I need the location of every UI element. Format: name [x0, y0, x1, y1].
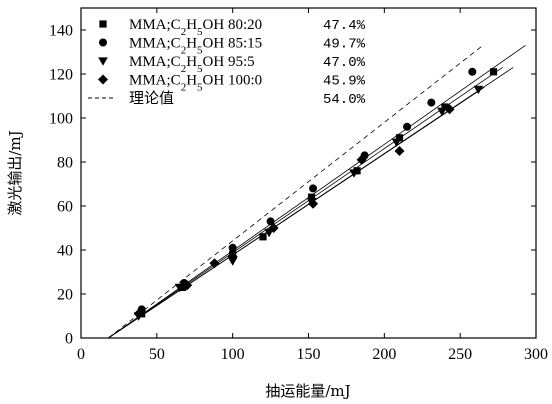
x-axis-title: 抽运能量/mJ: [265, 382, 350, 400]
data-point-s2-9: [468, 67, 477, 76]
legend: MMA;C2H5OH 80:20 47.4% MMA;C2H5OH 85:15 49.…: [88, 17, 366, 108]
fit-line-1: [108, 67, 503, 339]
data-point-s4-2: [182, 280, 193, 291]
legend-marker-triangle-down: [98, 57, 108, 66]
legend-label: MMA;C2H5OH 100:0: [129, 73, 262, 94]
data-point-s4-4: [227, 251, 238, 262]
legend-label: MMA;C2H5OH 85:15: [129, 36, 262, 57]
x-tick-label: 300: [524, 346, 548, 363]
x-tick-label: 200: [372, 346, 396, 363]
data-point-s1-4: [259, 233, 267, 241]
x-tick-label: 0: [77, 346, 85, 363]
legend-efficiency: 49.7%: [323, 37, 366, 53]
data-point-s3-8: [437, 107, 447, 117]
data-point-s1-9: [489, 68, 498, 76]
legend-efficiency: 45.9%: [323, 74, 366, 90]
data-point-s3-9: [473, 85, 484, 95]
data-point-s4-8: [394, 146, 405, 156]
data-points: [133, 67, 498, 321]
data-point-s2-8: [427, 98, 436, 107]
x-tick-label: 100: [221, 346, 245, 363]
legend-efficiency: 54.0%: [323, 92, 366, 108]
data-point-s1-8: [441, 103, 449, 111]
legend-marker-circle: [99, 38, 107, 47]
fit-lines: [108, 45, 526, 339]
data-point-s1-5: [307, 193, 316, 201]
y-tick-label: 60: [57, 199, 73, 216]
y-tick-label: 0: [65, 331, 73, 348]
theoretical-line: [108, 45, 484, 339]
data-point-s1-7: [395, 134, 404, 142]
legend-efficiency: 47.0%: [323, 55, 366, 71]
x-tick-label: 250: [448, 346, 472, 363]
legend-marker-square: [99, 20, 107, 28]
data-point-s1-2: [179, 283, 187, 291]
data-point-s3-4: [264, 228, 274, 238]
data-point-s4-6: [308, 198, 319, 209]
data-point-s2-7: [403, 122, 412, 131]
data-point-s2-5: [309, 184, 318, 193]
data-point-s4-9: [444, 104, 455, 115]
y-tick-label: 80: [57, 155, 73, 172]
data-point-s2-3: [228, 243, 237, 252]
y-tick-label: 100: [49, 111, 73, 128]
data-point-s3-7: [391, 138, 402, 147]
legend-efficiency: 47.4%: [323, 18, 366, 34]
data-point-s4-1: [133, 308, 144, 319]
data-point-s4-3: [209, 258, 220, 269]
y-tick-label: 40: [57, 243, 73, 260]
legend-label: MMA;C2H5OH 95:5: [129, 54, 255, 75]
y-tick-label: 140: [49, 23, 73, 40]
legend-label: 理论值: [129, 90, 174, 107]
legend-marker-diamond: [98, 74, 108, 85]
y-tick-label: 20: [57, 287, 73, 304]
data-point-s4-5: [268, 223, 279, 233]
legend-label: MMA;C2H5OH 80:20: [129, 17, 262, 38]
axis-ticks: 0 50 100 150 200 250 300 0 20 40 60 80 100 120 140: [49, 8, 548, 363]
x-tick-label: 150: [297, 346, 321, 363]
y-tick-label: 120: [49, 67, 73, 84]
x-tick-label: 50: [149, 346, 165, 363]
data-point-s2-4: [266, 217, 275, 226]
fit-line-2: [108, 45, 526, 339]
y-axis-title: 激光输出/mJ: [6, 130, 24, 215]
data-point-s3-6: [349, 169, 359, 178]
data-point-s3-2: [174, 283, 185, 293]
data-point-s4-7: [356, 154, 367, 165]
